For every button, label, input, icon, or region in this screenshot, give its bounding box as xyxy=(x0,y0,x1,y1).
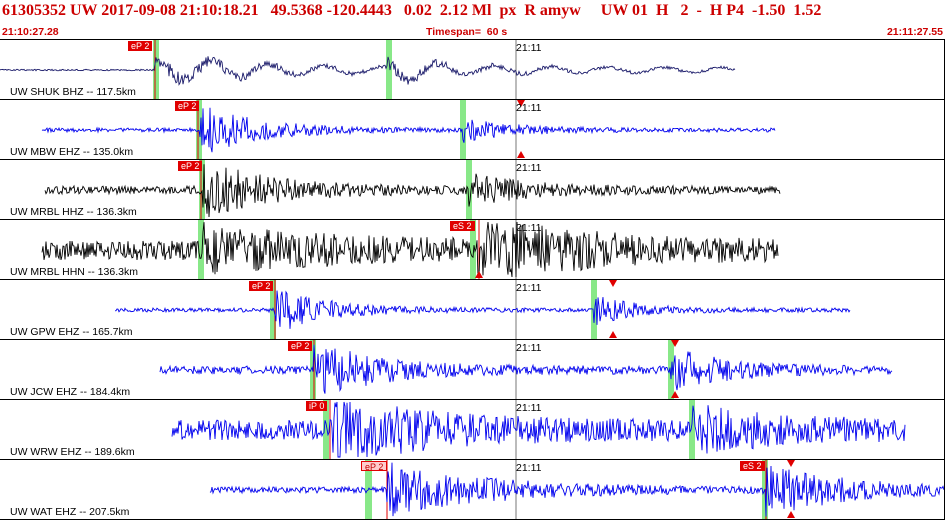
minute-label: 21:11 xyxy=(516,402,542,414)
trace-panel-wat-ehz[interactable]: 21:11 eP 2 eS 2 UW WAT EHZ -- 207.5km xyxy=(0,460,945,520)
s-wave-window xyxy=(470,220,476,279)
trace-panel-wrw-ehz[interactable]: 21:11 iP 0 UW WRW EHZ -- 189.6km xyxy=(0,400,945,460)
trace-panel-gpw-ehz[interactable]: 21:11 eP 2 UW GPW EHZ -- 165.7km xyxy=(0,280,945,340)
phase-pick-tag[interactable]: eP 2 xyxy=(178,161,203,171)
s-arrival-marker-top xyxy=(787,460,795,467)
channel-label: UW WAT EHZ -- 207.5km xyxy=(10,506,130,518)
waveform-svg xyxy=(159,340,893,399)
s-arrival-marker-top xyxy=(517,100,525,107)
minute-label: 21:11 xyxy=(516,222,542,234)
s-wave-window xyxy=(386,40,392,99)
waveform-svg xyxy=(41,100,776,159)
s-arrival-marker-bottom xyxy=(787,511,795,518)
waveform-trace xyxy=(209,462,944,517)
waveform-trace xyxy=(41,107,776,153)
channel-label: UW MRBL HHZ -- 136.3km xyxy=(10,206,137,218)
waveform-trace xyxy=(159,344,893,394)
p-wave-window xyxy=(323,400,329,459)
s-wave-window xyxy=(668,340,674,399)
s-wave-window xyxy=(466,160,472,219)
p-wave-window xyxy=(196,100,202,159)
minute-label: 21:11 xyxy=(516,342,542,354)
waveform-trace xyxy=(171,401,906,458)
trace-panel-jcw-ehz[interactable]: 21:11 eP 2 UW JCW EHZ -- 184.4km xyxy=(0,340,945,400)
waveform-svg xyxy=(0,40,736,99)
timespan-label: Timespan= 60 s xyxy=(426,26,508,38)
waveform-svg xyxy=(171,400,906,459)
trace-panel-mrbl-hhz[interactable]: 21:11 eP 2 UW MRBL HHZ -- 136.3km xyxy=(0,160,945,220)
waveform-svg xyxy=(44,160,781,219)
waveform-trace xyxy=(114,290,851,329)
s-arrival-marker-bottom xyxy=(517,151,525,158)
phase-pick-tag[interactable]: iP 0 xyxy=(306,401,328,411)
waveform-svg xyxy=(114,280,851,339)
seismogram-panels: 21:11 eP 2 UW SHUK BHZ -- 117.5km 21:11 … xyxy=(0,40,945,520)
minute-label: 21:11 xyxy=(516,282,542,294)
s-arrival-marker-top xyxy=(671,340,679,347)
p-wave-window xyxy=(199,160,205,219)
channel-label: UW MRBL HHN -- 136.3km xyxy=(10,266,138,278)
phase-pick-tag[interactable]: eS 2 xyxy=(740,461,765,471)
phase-pick-tag[interactable]: eP 2 xyxy=(175,101,200,111)
p-wave-window xyxy=(198,220,204,279)
window-end-time: 21:11:27.55 xyxy=(886,26,943,38)
p-wave-window xyxy=(153,40,159,99)
channel-label: UW GPW EHZ -- 165.7km xyxy=(10,326,133,338)
s-wave-window xyxy=(591,280,597,339)
header-bar: 61305352 UW 2017-09-08 21:10:18.21 49.53… xyxy=(0,0,945,40)
window-start-time: 21:10:27.28 xyxy=(2,26,59,38)
phase-pick-tag[interactable]: eP 2 xyxy=(361,461,388,472)
s-arrival-marker-bottom xyxy=(609,331,617,338)
waveform-svg xyxy=(41,220,779,279)
s-arrival-marker-top xyxy=(609,280,617,287)
minute-label: 21:11 xyxy=(516,162,542,174)
waveform-trace xyxy=(0,56,736,86)
phase-pick-tag[interactable]: eP 2 xyxy=(249,281,274,291)
waveform-svg xyxy=(209,460,944,519)
channel-label: UW WRW EHZ -- 189.6km xyxy=(10,446,135,458)
minute-label: 21:11 xyxy=(516,462,542,474)
trace-panel-mbw-ehz[interactable]: 21:11 eP 2 UW MBW EHZ -- 135.0km xyxy=(0,100,945,160)
event-title: 61305352 UW 2017-09-08 21:10:18.21 49.53… xyxy=(2,2,822,19)
channel-label: UW MBW EHZ -- 135.0km xyxy=(10,146,134,158)
waveform-trace xyxy=(44,164,781,218)
s-arrival-marker-bottom xyxy=(671,391,679,398)
waveform-trace xyxy=(41,221,779,278)
channel-label: UW SHUK BHZ -- 117.5km xyxy=(10,86,136,98)
channel-label: UW JCW EHZ -- 184.4km xyxy=(10,386,131,398)
s-wave-window xyxy=(460,100,466,159)
phase-pick-tag[interactable]: eS 2 xyxy=(450,221,475,231)
phase-pick-tag[interactable]: eP 2 xyxy=(128,41,153,51)
s-arrival-marker-bottom xyxy=(475,271,483,278)
phase-pick-tag[interactable]: eP 2 xyxy=(288,341,313,351)
minute-label: 21:11 xyxy=(516,102,542,114)
trace-panel-shuk-bhz[interactable]: 21:11 eP 2 UW SHUK BHZ -- 117.5km xyxy=(0,40,945,100)
minute-label: 21:11 xyxy=(516,42,542,54)
trace-panel-mrbl-hhn[interactable]: 21:11 eS 2 UW MRBL HHN -- 136.3km xyxy=(0,220,945,280)
s-wave-window xyxy=(689,400,695,459)
